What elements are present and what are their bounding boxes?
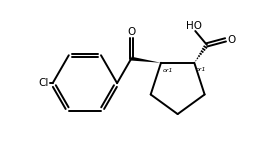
Text: or1: or1 <box>163 68 173 73</box>
Text: O: O <box>127 27 135 37</box>
Text: O: O <box>227 35 235 45</box>
Text: or1: or1 <box>196 67 206 72</box>
Text: Cl: Cl <box>38 78 49 88</box>
Text: HO: HO <box>186 21 202 31</box>
Polygon shape <box>131 57 161 63</box>
